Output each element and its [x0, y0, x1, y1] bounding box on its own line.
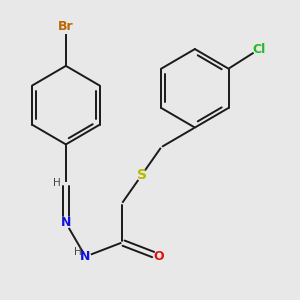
Text: S: S [136, 168, 147, 182]
Text: Cl: Cl [253, 43, 266, 56]
Text: H: H [53, 178, 61, 188]
Text: N: N [80, 250, 91, 263]
Text: H: H [74, 247, 82, 257]
Text: Br: Br [58, 20, 74, 33]
Text: N: N [61, 216, 71, 230]
Text: O: O [153, 250, 164, 263]
